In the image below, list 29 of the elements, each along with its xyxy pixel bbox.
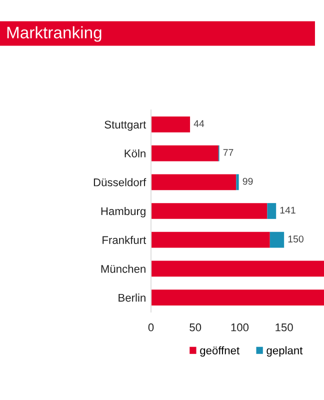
total-label: 44 [194,120,204,127]
bar [151,203,268,219]
y-tick-label: München [101,264,146,273]
x-tick-label: 150 [276,323,293,332]
y-tick-label: Köln [124,149,146,158]
bar [236,174,239,190]
total-label: 150 [288,236,304,242]
y-tick-label: Stuttgart [104,120,146,131]
chart-title: Marktranking [7,26,102,42]
y-tick-label: Hamburg [101,206,146,218]
legend-label: geöffnet [200,346,240,357]
y-tick-label: Berlin [118,294,146,302]
bar [151,260,324,277]
bar [270,232,284,248]
bar [151,232,270,248]
total-label: 99 [242,178,253,185]
y-tick-label: Frankfurt [102,236,146,244]
total-label: 141 [280,206,296,214]
x-tick-label: 100 [231,323,249,332]
bar [151,116,190,132]
bar [151,145,218,162]
total-label: 77 [223,149,234,156]
legend-label: geplant [266,346,303,357]
x-tick-label: 50 [190,323,202,332]
bar [151,174,236,190]
x-tick-label: 0 [148,323,154,332]
bar [267,203,276,219]
y-tick-label: Düsseldorf [94,178,146,186]
bar [151,290,324,306]
